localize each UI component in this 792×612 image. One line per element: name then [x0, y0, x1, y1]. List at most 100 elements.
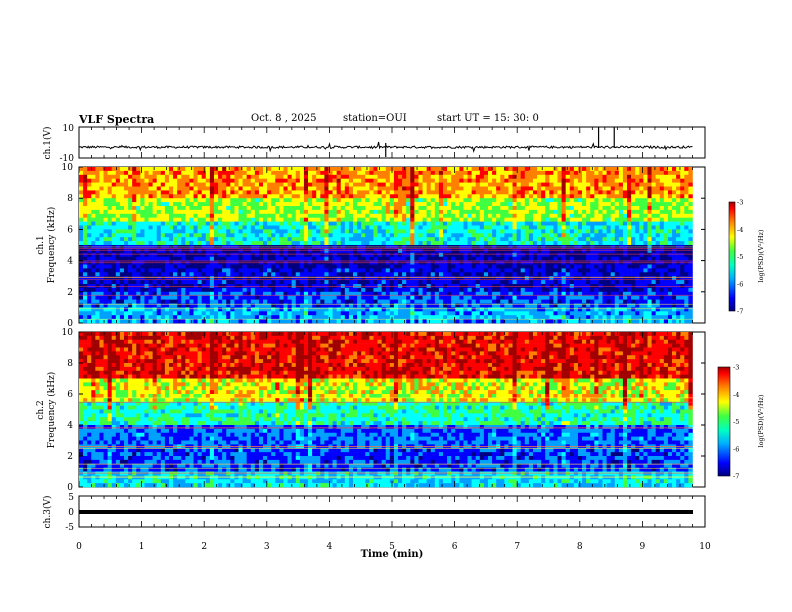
spectrogram-cell	[455, 174, 460, 179]
spectrogram-cell	[308, 209, 313, 215]
spectrogram-cell	[500, 287, 505, 293]
spectrogram-cell	[524, 315, 530, 320]
spectrogram-cell	[504, 303, 509, 308]
spectrogram-cell	[402, 178, 407, 183]
spectrogram-cell	[459, 291, 464, 296]
spectrogram-cell	[324, 241, 329, 246]
spectrogram-cell	[336, 315, 342, 320]
spectrogram-cell	[385, 174, 391, 179]
spectrogram-cell	[381, 167, 387, 172]
spectrogram-cell	[246, 194, 252, 199]
spectrogram-cell	[144, 264, 149, 269]
spectrogram-cell	[348, 264, 354, 269]
spectrogram-cell	[520, 311, 526, 316]
spectrogram-cell	[414, 237, 419, 242]
spectrogram-cell	[504, 190, 509, 195]
spectrogram-cell	[541, 206, 546, 211]
spectrogram-cell	[177, 221, 182, 226]
spectrogram-cell	[250, 303, 256, 308]
spectrogram-cell	[443, 303, 448, 308]
spectrogram-cell	[463, 217, 468, 222]
spectrogram-cell	[496, 299, 501, 304]
spectrogram-cell	[577, 237, 583, 242]
spectrogram-cell	[361, 233, 366, 238]
spectrogram-cell	[140, 202, 145, 207]
spectrogram-cell	[410, 268, 415, 273]
spectrogram-cell	[295, 256, 301, 261]
spectrogram-cell	[234, 241, 239, 246]
spectrogram-cell	[95, 276, 100, 281]
spectrogram-cell	[398, 206, 403, 211]
spectrogram-cell	[569, 295, 575, 300]
spectrogram-cell	[561, 237, 566, 242]
spectrogram-cell	[467, 252, 472, 257]
spectrogram-cell	[91, 303, 96, 308]
spectrogram-cell	[234, 248, 239, 254]
ch1-ytick-top: 10	[63, 124, 75, 134]
spectrogram-cell	[447, 209, 452, 215]
spectrogram-cell	[283, 280, 288, 285]
spectrogram-cell	[483, 178, 489, 183]
spectrogram-cell	[303, 280, 309, 285]
spectrogram-cell	[226, 276, 231, 281]
spectrogram-cell	[393, 241, 399, 246]
spectrogram-cell	[83, 315, 88, 320]
spectrogram-cell	[111, 264, 117, 269]
spectrogram-cell	[132, 209, 137, 215]
spectrogram-cell	[173, 221, 178, 226]
spectrogram-cell	[406, 174, 411, 179]
spectrogram-cell	[168, 303, 174, 308]
spectrogram-cell	[140, 248, 145, 254]
spectrogram-cell	[95, 182, 100, 187]
spectrogram-cell	[443, 252, 448, 257]
spectrogram-cell	[565, 174, 571, 179]
spectrogram-cell	[173, 315, 178, 320]
spectrogram-cell	[381, 241, 387, 246]
spectrogram-cell	[414, 268, 419, 273]
spectrogram-cell	[336, 311, 342, 316]
spectrogram-cell	[328, 268, 333, 273]
spectrogram-cell	[152, 295, 158, 300]
spectrogram-cell	[164, 319, 170, 324]
spectrogram-cell	[516, 190, 522, 195]
spectrogram-cell	[193, 170, 198, 176]
spectrogram-cell	[250, 174, 256, 179]
spectrogram-cell	[344, 276, 350, 281]
spectrogram-cell	[455, 248, 460, 254]
spectrogram-cell	[115, 315, 121, 320]
spectrogram-cell	[532, 213, 538, 218]
spectrogram-cell	[140, 190, 145, 195]
spectrogram-cell	[123, 182, 129, 187]
spectrogram-cell	[365, 221, 370, 226]
spectrogram-cell	[344, 202, 350, 207]
spectrogram-cell	[483, 315, 489, 320]
spectrogram-cell	[357, 241, 362, 246]
spectrogram-cell	[332, 315, 337, 320]
spectrogram-cell	[123, 213, 129, 218]
spectrogram-cell	[487, 241, 493, 246]
spectrogram-cell	[140, 167, 145, 172]
spectrogram-cell	[132, 202, 137, 207]
spectrogram-cell	[402, 280, 407, 285]
spectrogram-cell	[500, 303, 505, 308]
spectrogram-cell	[271, 190, 276, 195]
spectrogram-cell	[512, 272, 517, 277]
spectrogram-cell	[218, 217, 223, 222]
spectrogram-cell	[267, 225, 272, 230]
spectrogram-cell	[107, 229, 113, 234]
spectrogram-cell	[185, 268, 190, 273]
spectrogram-cell	[451, 202, 456, 207]
spectrogram-cell	[459, 256, 464, 261]
spectrogram-cell	[91, 194, 96, 199]
spectrogram-cell	[226, 291, 231, 296]
spectrogram-cell	[365, 206, 370, 211]
spectrogram-cell	[312, 311, 317, 316]
spectrogram-cell	[545, 287, 550, 293]
spectrogram-cell	[447, 319, 452, 324]
spectrogram-cell	[537, 311, 542, 316]
spectrogram-cell	[230, 303, 235, 308]
spectrogram-cell	[504, 178, 509, 183]
spectrogram-cell	[459, 206, 464, 211]
spectrogram-cell	[164, 182, 170, 187]
spectrogram-cell	[291, 276, 297, 281]
